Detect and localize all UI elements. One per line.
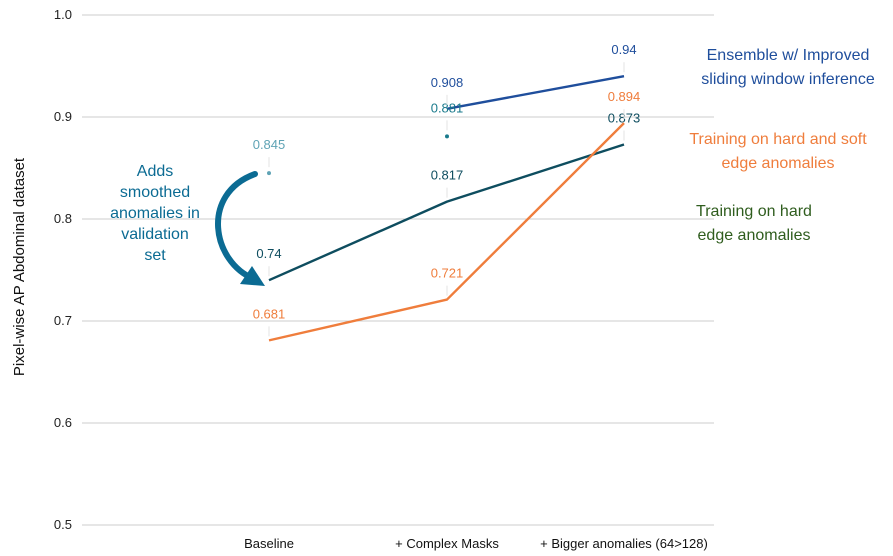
y-tick-label: 0.7 (54, 313, 72, 328)
y-tick-label: 1.0 (54, 7, 72, 22)
x-axis-ticks: Baseline + Complex Masks + Bigger anomalie… (244, 536, 708, 551)
y-tick-label: 0.6 (54, 415, 72, 430)
x-tick-label: Baseline (244, 536, 294, 551)
x-tick-label: + Bigger anomalies (64>128) (540, 536, 708, 551)
legend-ensemble: sliding window inference (701, 71, 875, 88)
curved-arrow-shaft (215, 171, 258, 282)
data-label: 0.894 (608, 89, 641, 104)
data-label: 0.74 (256, 246, 281, 261)
validation-annotation: Adds smoothed anomalies in validation set (110, 163, 265, 286)
annotation-text: validation (121, 226, 189, 243)
x-tick-label: + Complex Masks (395, 536, 499, 551)
data-label: 0.817 (431, 168, 464, 183)
legend-hard-soft: Training on hard and soft (689, 131, 867, 148)
data-label: 0.94 (611, 42, 636, 57)
legend-ensemble: Ensemble w/ Improved (707, 47, 870, 64)
annotation-text: set (144, 247, 166, 264)
y-tick-label: 0.5 (54, 517, 72, 532)
point-label: 0.881 (431, 100, 464, 115)
inline-legend: Ensemble w/ Improved sliding window infer… (689, 47, 874, 244)
series-line (268, 122, 625, 342)
point-label: 0.845 (253, 137, 286, 152)
point-marker (445, 134, 449, 139)
data-label: 0.908 (431, 75, 464, 90)
y-tick-label: 0.8 (54, 211, 72, 226)
annotation-text: Adds (137, 163, 173, 180)
series-lines (268, 75, 625, 342)
series-line (268, 143, 625, 282)
gridlines (82, 14, 714, 526)
y-axis-ticks: 0.5 0.6 0.7 0.8 0.9 1.0 (54, 7, 72, 532)
data-label: 0.681 (253, 306, 286, 321)
annotation-text: smoothed (120, 184, 190, 201)
annotation-text: anomalies in (110, 205, 200, 222)
y-tick-label: 0.9 (54, 109, 72, 124)
legend-hard-soft: edge anomalies (722, 155, 835, 172)
single-points: 0.845 0.881 (253, 100, 464, 176)
legend-hard: Training on hard (696, 203, 812, 220)
legend-hard: edge anomalies (698, 227, 811, 244)
point-marker (267, 171, 271, 176)
series-line (446, 75, 625, 111)
data-label: 0.721 (431, 266, 464, 281)
curved-arrow-head (240, 266, 265, 286)
y-axis-label: Pixel-wise AP Abdominal dataset (11, 157, 28, 376)
